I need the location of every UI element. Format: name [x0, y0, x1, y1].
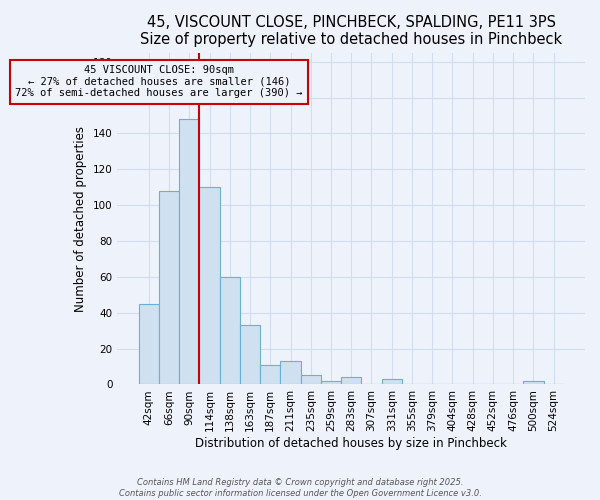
Bar [240, 326, 260, 384]
Bar [220, 277, 240, 384]
X-axis label: Distribution of detached houses by size in Pinchbeck: Distribution of detached houses by size … [196, 437, 507, 450]
Bar [260, 364, 280, 384]
Bar [179, 119, 199, 384]
Bar [199, 187, 220, 384]
Bar [280, 361, 301, 384]
Bar [321, 381, 341, 384]
Bar [139, 304, 159, 384]
Title: 45, VISCOUNT CLOSE, PINCHBECK, SPALDING, PE11 3PS
Size of property relative to d: 45, VISCOUNT CLOSE, PINCHBECK, SPALDING,… [140, 15, 562, 48]
Bar [301, 376, 321, 384]
Bar [523, 381, 544, 384]
Bar [382, 379, 402, 384]
Bar [159, 191, 179, 384]
Text: Contains HM Land Registry data © Crown copyright and database right 2025.
Contai: Contains HM Land Registry data © Crown c… [119, 478, 481, 498]
Y-axis label: Number of detached properties: Number of detached properties [74, 126, 88, 312]
Text: 45 VISCOUNT CLOSE: 90sqm
← 27% of detached houses are smaller (146)
72% of semi-: 45 VISCOUNT CLOSE: 90sqm ← 27% of detach… [15, 66, 303, 98]
Bar [341, 378, 361, 384]
